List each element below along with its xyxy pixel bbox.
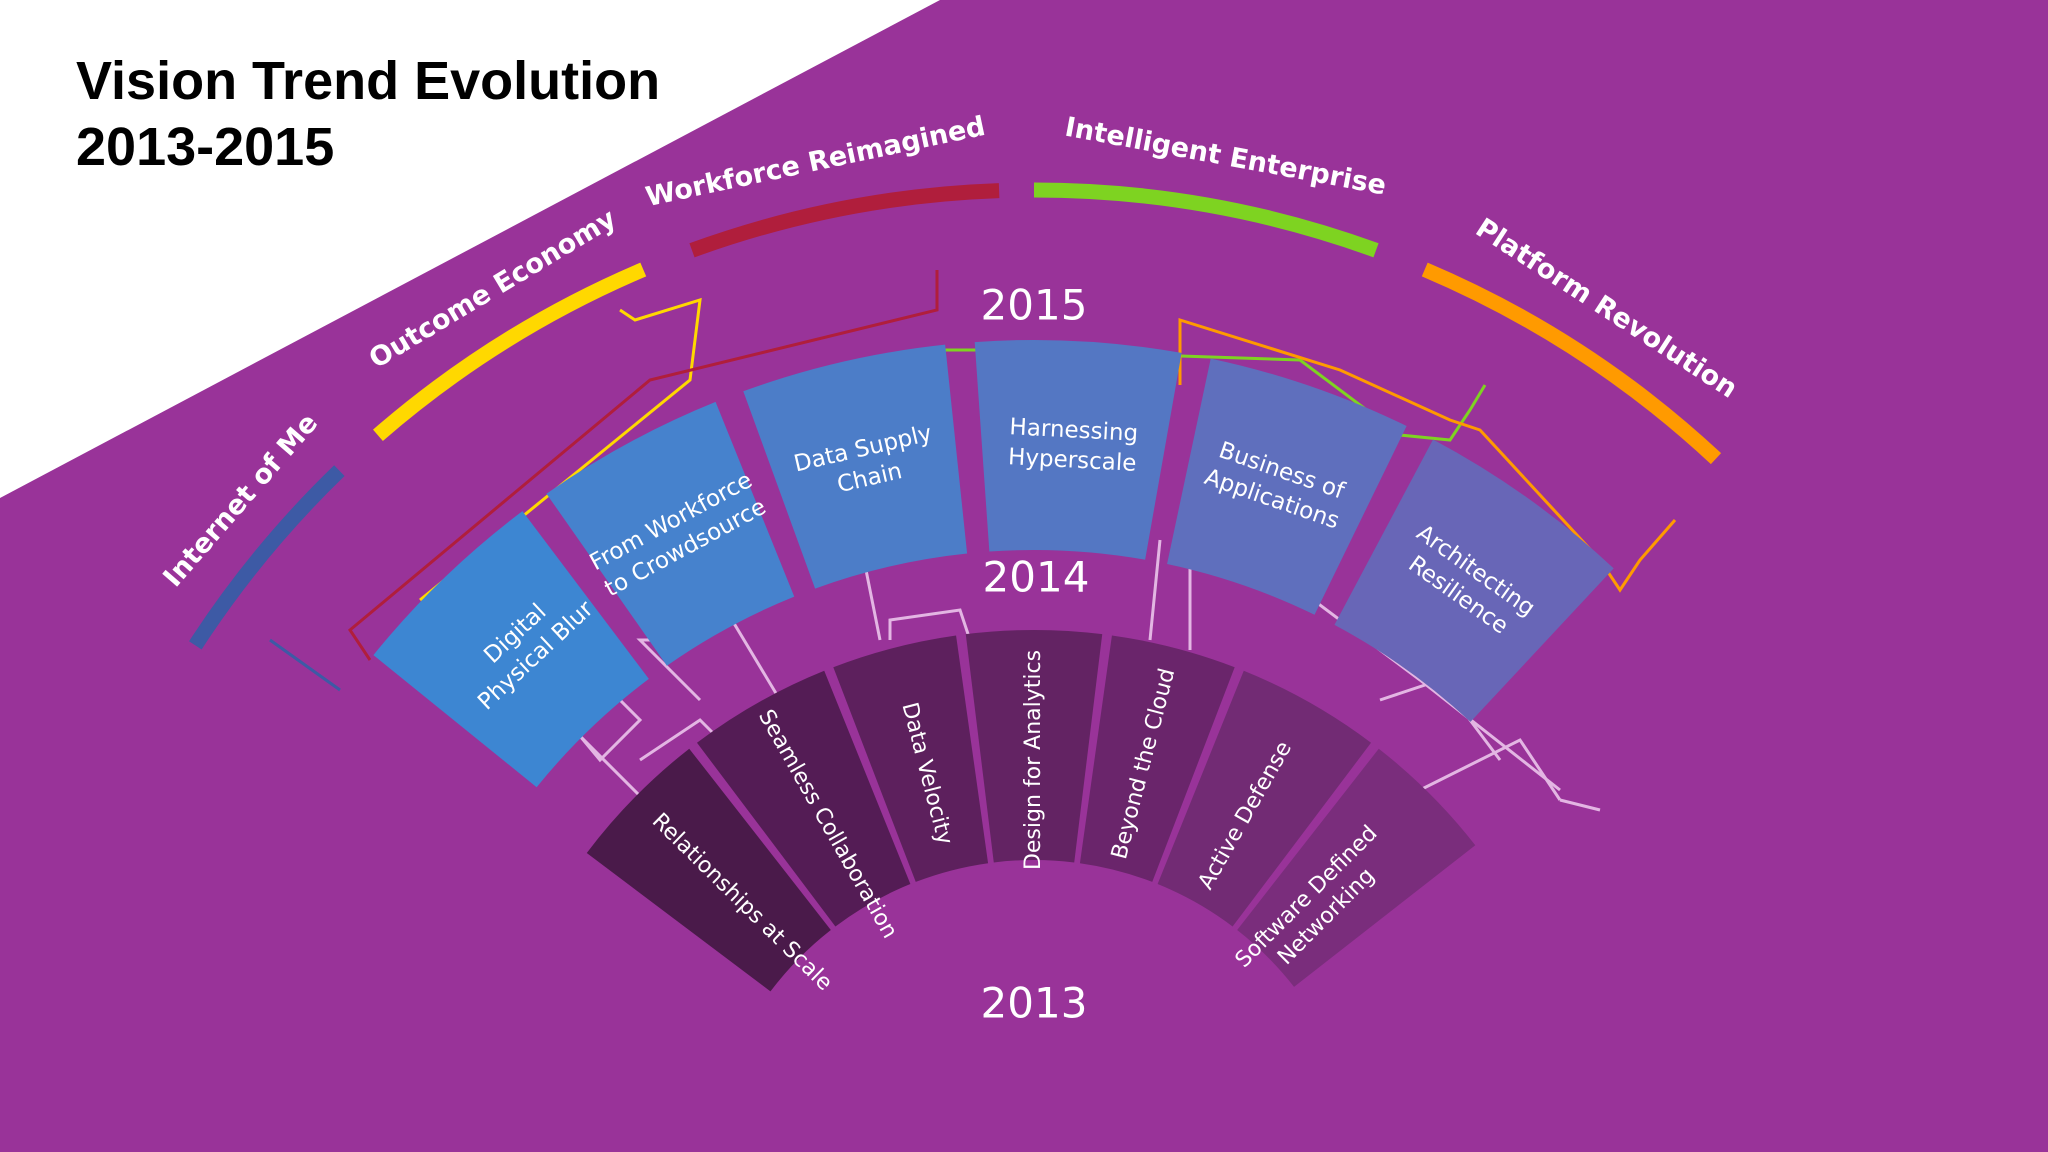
trend-2015-arc xyxy=(189,465,345,650)
year-label: 2013 xyxy=(981,979,1088,1028)
trend-2014-block xyxy=(743,344,968,589)
theme-label: Internet of Me xyxy=(157,408,324,593)
connector-line xyxy=(888,608,972,641)
trend-2015-arc xyxy=(1421,262,1722,465)
trend-2014-block xyxy=(373,511,649,788)
connector-line xyxy=(1559,798,1601,812)
trend-label: Design for Analytics xyxy=(1021,650,1046,870)
year-label: 2015 xyxy=(981,281,1088,330)
title-line-2: 2013-2015 xyxy=(76,117,335,177)
trend-2014-block xyxy=(974,340,1182,560)
trend-2013-block xyxy=(833,635,989,882)
trend-2013-block xyxy=(696,670,911,927)
trend-2014-block xyxy=(1334,439,1614,722)
theme-connector-line xyxy=(419,297,702,602)
trend-2015-arc xyxy=(373,262,647,441)
trend-2015-arc xyxy=(1033,182,1379,258)
trend-2013-block xyxy=(965,630,1103,863)
slide-title: Vision Trend Evolution 2013-2015 xyxy=(76,48,660,180)
connector-line xyxy=(1148,539,1162,641)
trend-2013-block xyxy=(586,748,831,992)
trend-2013-label: Design for Analytics xyxy=(1021,650,1046,870)
theme-connector-line xyxy=(348,270,939,661)
theme-connector-line xyxy=(938,348,1487,442)
title-line-1: Vision Trend Evolution xyxy=(76,51,661,111)
theme-connector-line xyxy=(269,638,341,692)
trend-2014-block xyxy=(1167,358,1407,615)
trend-2013-block xyxy=(1079,635,1235,882)
trend-2014-block xyxy=(546,401,795,666)
trend-2015-label: Internet of Me xyxy=(157,408,324,593)
trend-2013-block xyxy=(1157,670,1372,927)
trend-2013-block xyxy=(1237,748,1476,987)
theme-connector-line xyxy=(1178,317,1677,593)
connector-line xyxy=(1419,738,1562,801)
trend-2015-arc xyxy=(689,183,1000,258)
year-labels: 2013 2014 2015 xyxy=(981,281,1090,1028)
year-label: 2014 xyxy=(983,553,1090,602)
